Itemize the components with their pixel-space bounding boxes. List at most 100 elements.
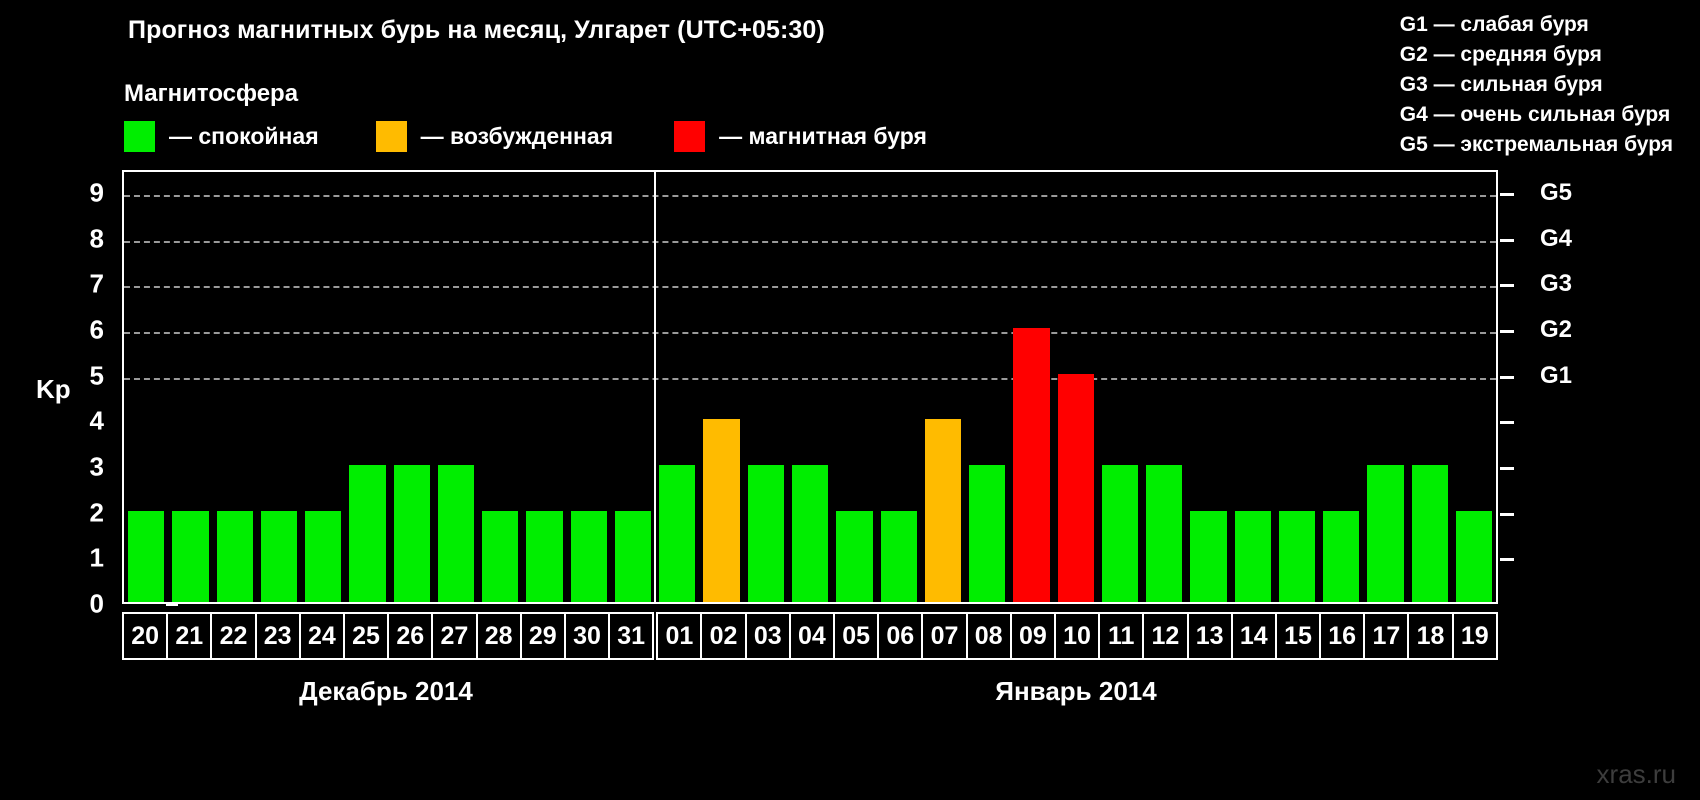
bar <box>791 464 829 602</box>
day-label[interactable]: 03 <box>744 612 791 660</box>
day-label[interactable]: 01 <box>656 612 703 660</box>
color-swatch-icon <box>674 120 706 152</box>
bar-cell[interactable] <box>1275 172 1319 602</box>
day-label[interactable]: 18 <box>1407 612 1454 660</box>
g-axis-tick-label: G5 <box>1540 178 1573 206</box>
day-label[interactable]: 07 <box>921 612 968 660</box>
bar-cell[interactable] <box>611 172 655 602</box>
day-label[interactable]: 16 <box>1319 612 1366 660</box>
y-axis-title: Kp <box>36 374 71 404</box>
gridline <box>124 286 1496 289</box>
bar-cell[interactable] <box>965 172 1009 602</box>
g-axis-labels: G1 G2 G3 G4 G5 <box>1500 170 1580 604</box>
bar <box>349 464 386 602</box>
day-label[interactable]: 09 <box>1009 612 1056 660</box>
bar-cell[interactable] <box>1231 172 1275 602</box>
bar <box>1057 373 1094 602</box>
day-label[interactable]: 31 <box>608 612 655 660</box>
day-label[interactable]: 02 <box>700 612 747 660</box>
day-label[interactable]: 15 <box>1274 612 1322 660</box>
page-title: Прогноз магнитных бурь на месяц, Улгарет… <box>128 16 825 44</box>
bar-cell[interactable] <box>1054 172 1098 602</box>
bar-cell[interactable] <box>1009 172 1053 602</box>
y-axis-tick-label: 8 <box>89 223 104 254</box>
bar-cell[interactable] <box>390 172 434 602</box>
month-label-january: Январь 2014 <box>995 676 1157 706</box>
g-axis-tick-mark <box>1500 558 1514 562</box>
bar <box>260 510 298 602</box>
magnetosphere-legend-item: — магнитная буря <box>674 120 927 152</box>
month-label-december: Декабрь 2014 <box>299 676 473 706</box>
g-axis-tick-label: G4 <box>1540 224 1573 252</box>
bar-cell[interactable] <box>478 172 522 602</box>
day-label[interactable]: 23 <box>254 612 301 660</box>
bar-series <box>124 172 1496 602</box>
y-axis-tick-label: 7 <box>89 268 104 299</box>
bar <box>526 510 563 602</box>
bar <box>393 464 430 602</box>
bar-cell[interactable] <box>655 172 699 602</box>
g-scale-legend-row: G1 — слабая буря <box>1399 13 1589 36</box>
bar-cell[interactable] <box>301 172 345 602</box>
g-axis-tick-label: G2 <box>1540 315 1573 343</box>
bar-cell[interactable] <box>877 172 921 602</box>
bar <box>570 510 607 602</box>
day-label[interactable]: 19 <box>1451 612 1498 660</box>
bar-cell[interactable] <box>168 172 212 602</box>
day-label[interactable]: 20 <box>122 612 169 660</box>
day-label[interactable]: 05 <box>833 612 880 660</box>
g-axis-tick-label: G1 <box>1540 361 1573 389</box>
bar-cell[interactable] <box>345 172 389 602</box>
day-label[interactable]: 04 <box>788 612 835 660</box>
bar-cell[interactable] <box>257 172 301 602</box>
y-axis-tick-label: 6 <box>89 314 104 345</box>
bar-cell[interactable] <box>1363 172 1407 602</box>
bar-cell[interactable] <box>124 172 168 602</box>
bar-cell[interactable] <box>1098 172 1142 602</box>
day-label[interactable]: 06 <box>877 612 924 660</box>
magnetosphere-legend-label: — возбужденная <box>420 122 614 149</box>
bar-cell[interactable] <box>1186 172 1230 602</box>
bar-cell[interactable] <box>213 172 257 602</box>
bar-cell[interactable] <box>921 172 965 602</box>
day-label[interactable]: 22 <box>210 612 257 660</box>
g-axis-tick-mark <box>1500 329 1514 333</box>
day-label[interactable]: 27 <box>431 612 478 660</box>
day-label[interactable]: 08 <box>965 612 1012 660</box>
day-label[interactable]: 10 <box>1053 612 1101 660</box>
bar-cell[interactable] <box>1142 172 1186 602</box>
day-label[interactable]: 26 <box>387 612 434 660</box>
magnetosphere-legend-label: — спокойная <box>169 122 319 149</box>
bar <box>1455 510 1493 602</box>
g-axis-tick-mark <box>1500 192 1514 196</box>
bar-cell[interactable] <box>1452 172 1496 602</box>
gridline <box>124 331 1496 334</box>
bar <box>1323 510 1360 602</box>
g-axis-tick-label: G3 <box>1540 270 1573 298</box>
bar-cell[interactable] <box>699 172 743 602</box>
bar-cell[interactable] <box>832 172 876 602</box>
day-label[interactable]: 24 <box>298 612 345 660</box>
bar-cell[interactable] <box>522 172 566 602</box>
day-label[interactable]: 13 <box>1186 612 1233 660</box>
day-label[interactable]: 12 <box>1142 612 1189 660</box>
bar-cell[interactable] <box>434 172 478 602</box>
bar-cell[interactable] <box>788 172 832 602</box>
day-label[interactable]: 25 <box>342 612 390 660</box>
magnetosphere-legend-item: — возбужденная <box>375 120 614 152</box>
day-label[interactable]: 17 <box>1363 612 1410 660</box>
g-scale-legend-row: G4 — очень сильная буря <box>1399 103 1671 126</box>
day-label[interactable]: 14 <box>1230 612 1277 660</box>
bar-cell[interactable] <box>567 172 611 602</box>
bar-cell[interactable] <box>744 172 788 602</box>
bar <box>1101 464 1139 602</box>
bar-cell[interactable] <box>1319 172 1363 602</box>
day-label[interactable]: 28 <box>475 612 522 660</box>
day-label[interactable]: 30 <box>563 612 611 660</box>
bar-cell[interactable] <box>1408 172 1452 602</box>
bar <box>924 419 962 602</box>
y-axis-tick-label: 0 <box>89 588 104 619</box>
day-label[interactable]: 11 <box>1098 612 1145 660</box>
day-label[interactable]: 21 <box>166 612 213 660</box>
day-label[interactable]: 29 <box>519 612 566 660</box>
